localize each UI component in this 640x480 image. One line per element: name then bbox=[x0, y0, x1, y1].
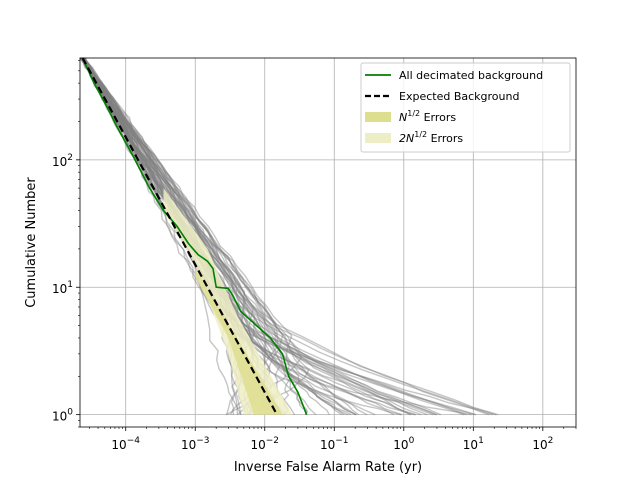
background-line bbox=[80, 57, 357, 416]
y-tick-label: 101 bbox=[52, 280, 73, 296]
legend-patch-swatch bbox=[365, 112, 391, 122]
error-band bbox=[163, 188, 293, 415]
legend-label: All decimated background bbox=[399, 69, 543, 82]
background-line bbox=[80, 57, 246, 415]
x-tick-label: 10−3 bbox=[181, 436, 210, 452]
background-line bbox=[80, 57, 352, 416]
x-tick-label: 102 bbox=[532, 436, 553, 452]
legend-label: 2N1/2 Errors bbox=[399, 130, 463, 145]
x-tick-label: 10−4 bbox=[111, 436, 140, 452]
background-line bbox=[82, 57, 472, 416]
series-lines bbox=[81, 57, 308, 416]
error-bands bbox=[163, 188, 293, 415]
background-line bbox=[80, 57, 238, 415]
background-line bbox=[83, 57, 308, 415]
background-line bbox=[83, 57, 242, 416]
decimated-background-line bbox=[81, 57, 308, 415]
background-line bbox=[84, 57, 330, 416]
background-line bbox=[83, 57, 293, 416]
y-axis-ticks: 100 101 102 bbox=[52, 60, 80, 428]
legend-label: N1/2 Errors bbox=[399, 109, 456, 124]
background-line bbox=[82, 57, 438, 416]
legend-patch-swatch bbox=[365, 133, 391, 143]
x-tick-label: 10−2 bbox=[250, 436, 279, 452]
background-line bbox=[82, 57, 309, 416]
x-axis-label: Inverse False Alarm Rate (yr) bbox=[234, 460, 422, 475]
plot-frame bbox=[79, 57, 577, 428]
background-line bbox=[79, 57, 411, 416]
background-line bbox=[83, 57, 343, 416]
x-tick-label: 101 bbox=[463, 436, 484, 452]
x-tick-label: 100 bbox=[393, 436, 414, 452]
background-line bbox=[80, 57, 246, 415]
legend-label: Expected Background bbox=[399, 90, 519, 103]
background-line bbox=[83, 57, 490, 416]
y-axis-label: Cumulative Number bbox=[24, 177, 39, 308]
legend-frame bbox=[360, 62, 571, 153]
y-tick-label: 102 bbox=[52, 153, 73, 169]
x-axis-ticks: 10−4 10−3 10−2 10−1 100 101 102 bbox=[89, 427, 577, 452]
background-line bbox=[83, 57, 412, 416]
background-line bbox=[79, 57, 360, 416]
expected-background-line bbox=[81, 57, 278, 416]
y-tick-label: 100 bbox=[52, 408, 73, 424]
background-line bbox=[83, 57, 368, 416]
x-tick-label: 10−1 bbox=[320, 436, 349, 452]
legend: All decimated background Expected Backgro… bbox=[360, 62, 571, 153]
